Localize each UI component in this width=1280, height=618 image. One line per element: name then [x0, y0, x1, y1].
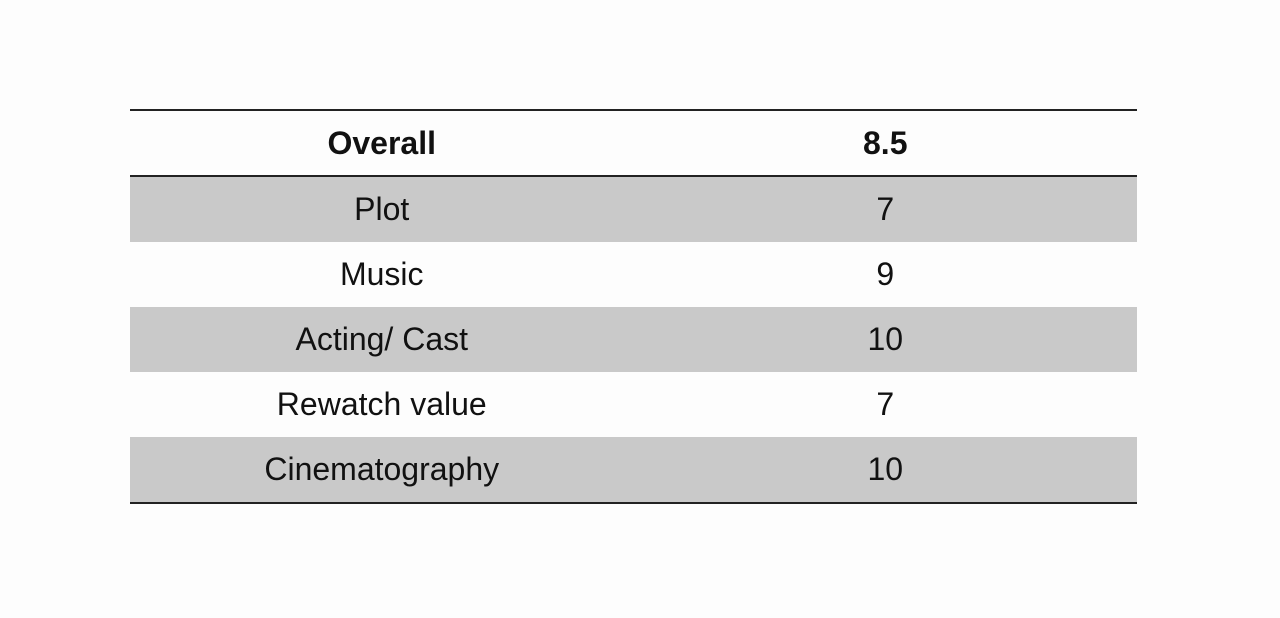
table-row: Cinematography 10: [130, 437, 1137, 504]
row-score: 9: [876, 256, 895, 292]
table-header: Overall 8.5: [130, 109, 1137, 177]
row-score: 7: [633, 176, 1137, 242]
header-row: Overall 8.5: [130, 109, 1137, 177]
header-score: 8.5: [633, 109, 1137, 177]
rating-table: Overall 8.5 Plot 7 Music 9 Acting/ Cast 10 Rew…: [130, 109, 1137, 504]
table-row: Rewatch value 7: [130, 372, 1137, 437]
row-label: Music: [339, 256, 424, 292]
row-score: 7: [876, 386, 895, 422]
row-label: Cinematography: [130, 437, 634, 504]
row-score: 10: [633, 307, 1137, 372]
row-label: Plot: [130, 176, 634, 242]
header-label: Overall: [130, 109, 634, 177]
row-label: Rewatch value: [276, 386, 487, 422]
table-row: Music 9: [130, 242, 1137, 307]
table-row: Acting/ Cast 10: [130, 307, 1137, 372]
table-row: Plot 7: [130, 176, 1137, 242]
table-body: Plot 7 Music 9 Acting/ Cast 10 Rewatch value 7 C…: [130, 176, 1137, 504]
row-label: Acting/ Cast: [130, 307, 634, 372]
row-score: 10: [633, 437, 1137, 504]
